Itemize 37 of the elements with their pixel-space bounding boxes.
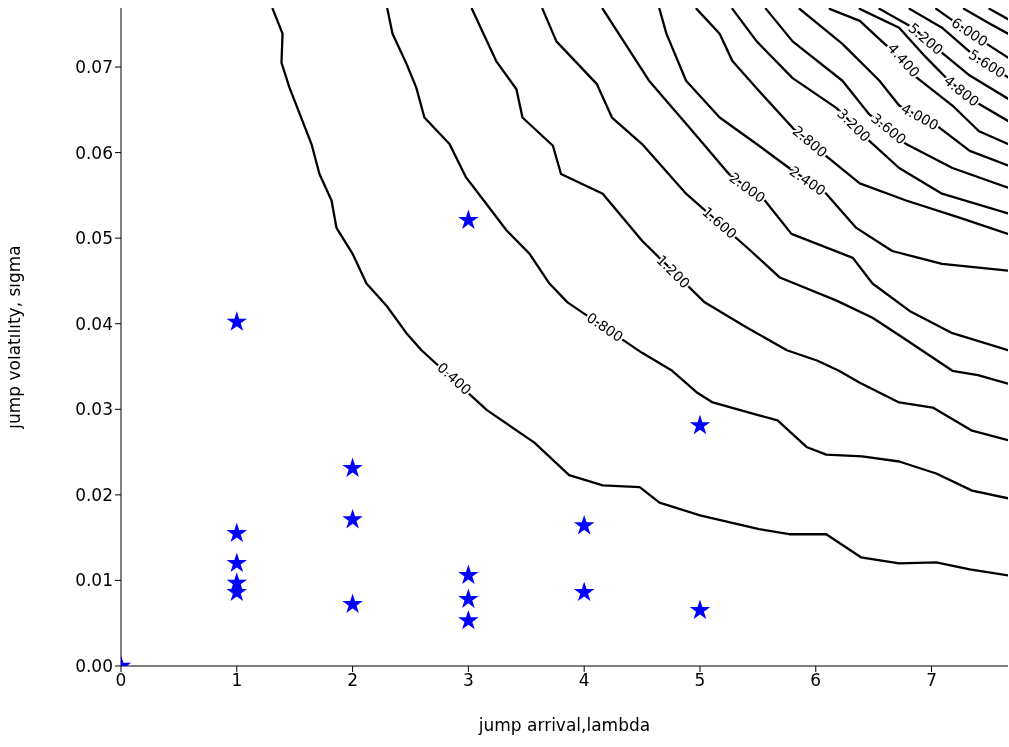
point (226, 552, 248, 573)
x-tick-label: 0 (115, 670, 127, 691)
point (689, 414, 711, 435)
point (458, 564, 479, 585)
y-tick-label: 0.00 (75, 656, 113, 677)
x-tick-label: 1 (231, 670, 243, 691)
point (689, 599, 711, 620)
line-series (470, 8, 1008, 442)
line-series (271, 8, 1008, 577)
point (458, 609, 479, 630)
point (573, 581, 595, 602)
point (573, 514, 595, 535)
line-series (541, 8, 1008, 385)
point (342, 508, 363, 529)
y-tick-label: 0.01 (75, 570, 113, 591)
x-tick-label: 3 (462, 670, 474, 691)
y-tick-label: 0.04 (75, 313, 113, 334)
point (458, 588, 479, 608)
point (226, 311, 248, 331)
x-tick-label: 5 (694, 670, 706, 691)
y-axis-title: jump volatility, sigma (4, 245, 25, 430)
x-tick-label: 2 (347, 670, 359, 691)
y-tick-label: 0.02 (75, 484, 113, 505)
line-series (386, 8, 1008, 500)
x-tick-label: 6 (810, 670, 822, 691)
y-tick-label: 0.03 (75, 399, 113, 420)
point (342, 457, 363, 478)
y-tick-label: 0.06 (75, 142, 113, 163)
point (226, 522, 248, 543)
line-series (695, 8, 1008, 236)
point (342, 593, 363, 614)
y-tick-label: 0.05 (75, 228, 113, 249)
point (458, 209, 479, 229)
y-tick-label: 0.07 (75, 57, 113, 78)
x-tick-label: 7 (926, 670, 937, 691)
x-tick-label: 4 (578, 670, 590, 691)
x-axis-title: jump arrival,lambda (477, 715, 651, 735)
